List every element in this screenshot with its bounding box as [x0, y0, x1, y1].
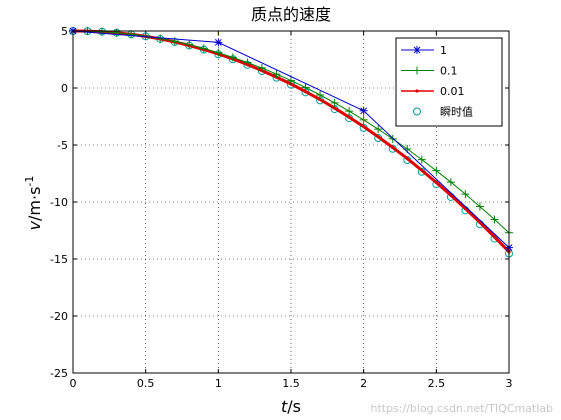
data-point	[112, 28, 121, 37]
legend-label: 1	[440, 44, 447, 57]
data-point	[490, 215, 499, 224]
data-point	[347, 115, 351, 119]
x-axis-unit: /s	[287, 397, 301, 416]
data-point	[420, 168, 424, 172]
y-tick-label: -25	[50, 367, 68, 380]
data-point	[98, 27, 107, 36]
data-point	[199, 44, 208, 53]
data-point	[243, 58, 252, 67]
y-axis-unit: /m·s	[25, 187, 44, 221]
data-point	[228, 53, 237, 62]
legend-label: 瞬时值	[440, 106, 473, 119]
data-point	[446, 178, 455, 187]
data-point	[214, 48, 223, 57]
data-point	[417, 155, 426, 164]
data-point	[185, 40, 194, 49]
x-axis-var: t	[281, 397, 288, 416]
data-point	[434, 180, 438, 185]
y-axis-var: v	[25, 220, 44, 230]
y-axis-label: v/m·s-1	[23, 176, 44, 231]
y-tick-label: 0	[61, 82, 68, 95]
y-tick-label: -15	[50, 253, 68, 266]
x-tick-label: 2	[360, 377, 367, 390]
data-point	[301, 83, 310, 92]
data-point	[388, 134, 397, 143]
data-point	[316, 90, 325, 99]
data-point	[492, 235, 497, 239]
data-point	[405, 156, 409, 161]
y-tick-label: -5	[57, 139, 68, 152]
data-point	[287, 76, 295, 85]
data-point	[127, 30, 136, 39]
x-tick-label: 1	[215, 377, 222, 390]
data-point	[318, 97, 322, 102]
data-point	[362, 125, 366, 129]
data-point	[359, 106, 368, 115]
data-point	[415, 89, 419, 93]
data-point	[359, 115, 368, 124]
data-point	[333, 106, 337, 110]
data-point	[449, 193, 453, 197]
x-tick-label: 0	[70, 377, 77, 390]
y-tick-label: -20	[50, 310, 68, 323]
watermark: https://blog.csdn.net/TIQCmatlab	[370, 402, 553, 415]
plot-area: 0 0.5 1 1.5 2 2.5 3 5 0 -5 -10 -15 -20 -25 1 0.1 0.01 瞬时值	[50, 25, 513, 390]
series-line	[72, 30, 510, 248]
x-axis-label: t/s	[281, 397, 301, 416]
data-point	[376, 135, 380, 139]
x-tick-label: 2.5	[428, 377, 446, 390]
data-point	[374, 125, 383, 134]
legend: 1 0.1 0.01 瞬时值	[395, 37, 503, 127]
chart-title: 质点的速度	[251, 5, 331, 24]
y-axis-exp: -1	[23, 176, 36, 187]
data-point	[461, 190, 470, 199]
legend-label: 0.1	[440, 65, 458, 78]
x-tick-label: 1.5	[282, 377, 300, 390]
series-1	[69, 27, 513, 237]
x-tick-label: 3	[506, 377, 513, 390]
y-tick-label: 5	[61, 25, 68, 38]
legend-label: 0.01	[440, 85, 465, 98]
data-point	[345, 107, 354, 116]
data-point	[432, 166, 441, 175]
data-point	[475, 202, 484, 211]
data-point	[413, 46, 421, 54]
data-point	[413, 107, 421, 116]
y-tick-label: -10	[50, 196, 68, 209]
axes-frame	[72, 30, 510, 374]
data-point	[272, 70, 281, 79]
data-point	[257, 64, 266, 73]
data-point	[214, 38, 223, 47]
data-point	[413, 66, 421, 75]
x-tick-label: 0.5	[137, 377, 155, 390]
data-point	[391, 145, 395, 149]
data-point	[330, 98, 339, 107]
